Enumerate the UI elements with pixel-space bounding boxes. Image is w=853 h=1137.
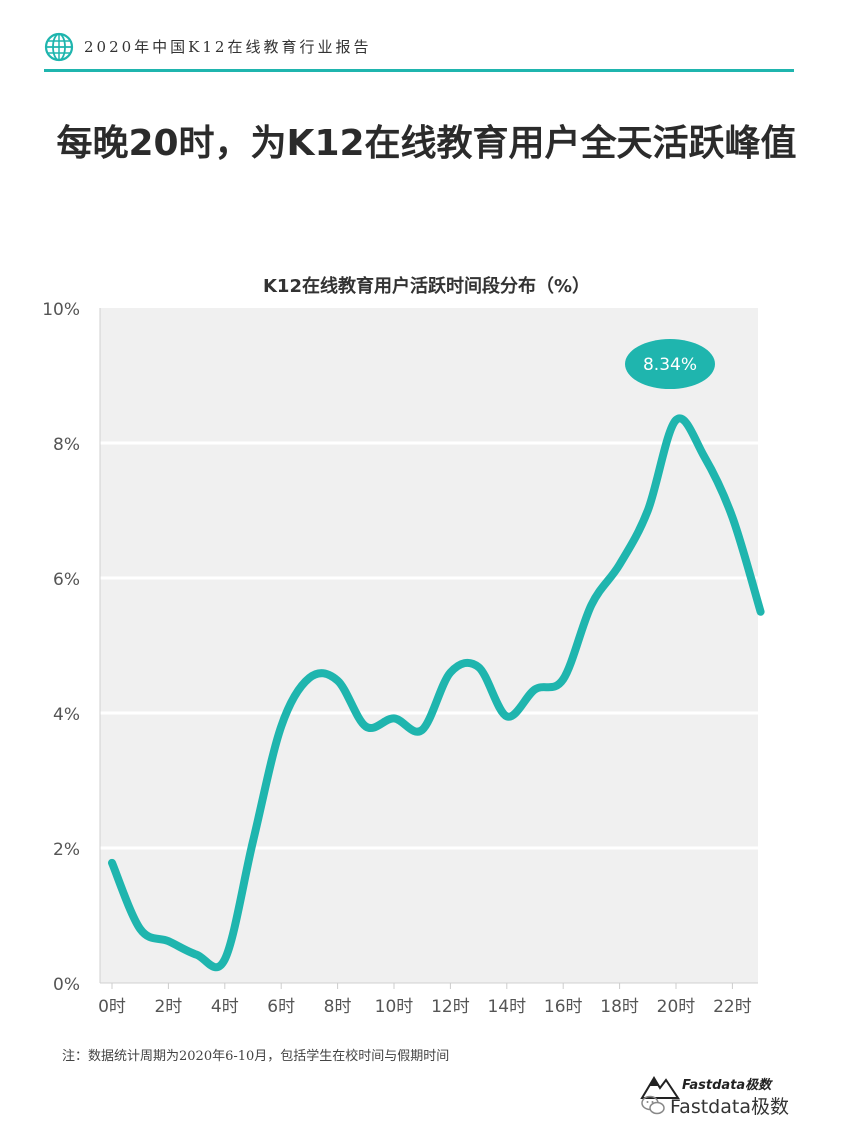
peak-annotation-label: 8.34% (643, 355, 697, 375)
footnote: 注：数据统计周期为2020年6-10月，包括学生在校时间与假期时间 (62, 1049, 450, 1064)
x-tick-label: 12时 (431, 997, 470, 1017)
page-headline: 每晚20时，为K12在线教育用户全天活跃峰值 (56, 123, 797, 164)
x-tick-label: 2时 (154, 997, 182, 1017)
x-tick-label: 16时 (544, 997, 583, 1017)
line-chart: 0% 2% 4% 6% 8% 10% 0时 2时 4时 6时 8时 10时 12时 14时 16时 18时 20… (42, 300, 765, 1017)
x-tick-label: 8时 (324, 997, 352, 1017)
header-divider (44, 69, 794, 72)
plot-background (100, 308, 758, 983)
series-line (108, 414, 765, 972)
report-title: 2020年中国K12在线教育行业报告 (84, 38, 372, 56)
fastdata-logo-icon (640, 1076, 680, 1099)
brand-small-text: Fastdata极数 (682, 1078, 772, 1093)
y-tick-label: 6% (53, 570, 80, 590)
x-tick-label: 10时 (375, 997, 414, 1017)
y-tick-label: 10% (42, 300, 80, 320)
y-tick-label: 2% (53, 840, 80, 860)
brand-wechat-text: Fastdata极数 (670, 1096, 789, 1118)
globe-icon (44, 32, 74, 62)
y-tick-label: 4% (53, 705, 80, 725)
x-tick-label: 22时 (713, 997, 752, 1017)
x-tick-label: 0时 (98, 997, 126, 1017)
x-tick-label: 20时 (657, 997, 696, 1017)
x-tick-label: 4时 (211, 997, 239, 1017)
x-tick-label: 6时 (267, 997, 295, 1017)
y-tick-label: 0% (53, 975, 80, 995)
x-tick-label: 14时 (487, 997, 526, 1017)
report-header: 2020年中国K12在线教育行业报告 (44, 32, 794, 72)
chart-title: K12在线教育用户活跃时间段分布（%） (262, 276, 591, 297)
peak-annotation-bubble (625, 339, 715, 390)
y-tick-label: 8% (53, 435, 80, 455)
brand-watermark: Fastdata极数 Fastdata极数 (640, 1064, 830, 1120)
x-tick-label: 18时 (600, 997, 639, 1017)
wechat-icon (641, 1095, 665, 1115)
